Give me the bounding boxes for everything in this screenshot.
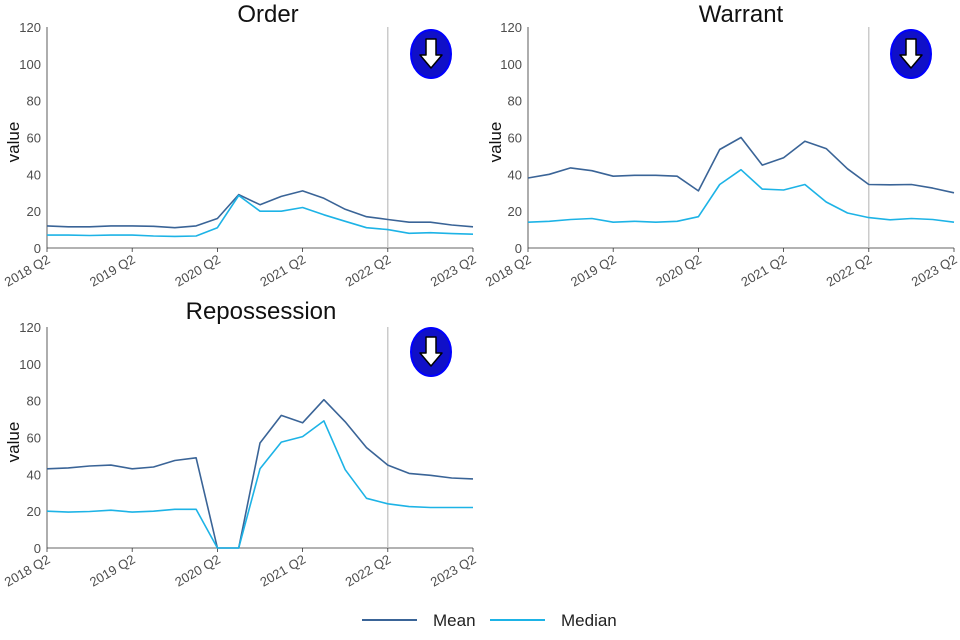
panel-title-repossession: Repossession bbox=[186, 298, 337, 325]
x-tick-label: 2021 Q2 bbox=[257, 252, 308, 290]
panel-order: Order value 0 20 40 60 80 100 120 2018 Q2 2019 Q2 2… bbox=[2, 1, 479, 290]
y-tick-label: 120 bbox=[19, 20, 41, 35]
series-line-median bbox=[47, 194, 474, 238]
panel-repossession: Repossession value 0 20 40 60 80 100 120 2018 Q2 2… bbox=[2, 298, 479, 590]
x-tick-label: 2020 Q2 bbox=[172, 252, 223, 290]
y-tick-label: 20 bbox=[27, 204, 41, 219]
x-tick-label: 2020 Q2 bbox=[172, 552, 223, 590]
panel-title-order: Order bbox=[237, 1, 298, 28]
y-tick-label: 80 bbox=[27, 94, 41, 109]
x-tick-label: 2018 Q2 bbox=[483, 252, 534, 290]
x-tick-label: 2019 Q2 bbox=[568, 252, 619, 290]
panel-warrant: Warrant value 0 20 40 60 80 100 120 2018 Q2 2019 Q… bbox=[483, 1, 960, 290]
down-arrow-icon bbox=[410, 29, 452, 79]
y-tick-label: 40 bbox=[27, 467, 41, 482]
x-tick-label: 2022 Q2 bbox=[343, 552, 394, 590]
y-axis-label-order: value bbox=[4, 122, 23, 163]
down-arrow-icon bbox=[890, 29, 932, 79]
down-arrow-icon bbox=[410, 327, 452, 377]
series-line-mean bbox=[46, 190, 474, 229]
x-tick-label: 2023 Q2 bbox=[909, 252, 960, 290]
y-tick-label: 80 bbox=[27, 394, 41, 409]
x-tick-label: 2020 Q2 bbox=[653, 252, 704, 290]
badge-arrow bbox=[419, 38, 443, 69]
x-tick-label: 2018 Q2 bbox=[2, 252, 53, 290]
y-tick-label: 0 bbox=[34, 241, 41, 256]
x-tick-label: 2022 Q2 bbox=[343, 252, 394, 290]
y-axis-label-warrant: value bbox=[486, 122, 505, 163]
y-tick-label: 20 bbox=[27, 504, 41, 519]
y-tick-label: 40 bbox=[27, 167, 41, 182]
x-tick-label: 2018 Q2 bbox=[2, 552, 53, 590]
x-tick-label: 2021 Q2 bbox=[257, 552, 308, 590]
chart-legend: Mean Median bbox=[362, 611, 617, 630]
y-tick-label: 100 bbox=[500, 57, 522, 72]
y-tick-label: 0 bbox=[34, 541, 41, 556]
badge-arrow bbox=[419, 336, 443, 367]
series-line-mean bbox=[46, 398, 474, 549]
y-tick-label: 80 bbox=[508, 94, 522, 109]
panel-title-warrant: Warrant bbox=[699, 1, 784, 28]
y-tick-label: 120 bbox=[500, 20, 522, 35]
badge-arrow bbox=[899, 38, 923, 69]
x-tick-label: 2023 Q2 bbox=[428, 252, 479, 290]
series-line-median bbox=[46, 420, 473, 549]
y-tick-label: 100 bbox=[19, 357, 41, 372]
y-tick-label: 60 bbox=[508, 131, 522, 146]
y-tick-label: 120 bbox=[19, 320, 41, 335]
x-tick-label: 2019 Q2 bbox=[87, 552, 138, 590]
y-tick-label: 60 bbox=[27, 431, 41, 446]
y-tick-label: 20 bbox=[508, 204, 522, 219]
x-tick-label: 2023 Q2 bbox=[428, 552, 479, 590]
x-tick-label: 2019 Q2 bbox=[87, 252, 138, 290]
legend-mean-label: Mean bbox=[433, 611, 476, 630]
legend-median-label: Median bbox=[561, 611, 617, 630]
x-tick-label: 2022 Q2 bbox=[824, 252, 875, 290]
y-tick-label: 100 bbox=[19, 57, 41, 72]
x-tick-label: 2021 Q2 bbox=[738, 252, 789, 290]
y-tick-label: 40 bbox=[508, 167, 522, 182]
y-tick-label: 60 bbox=[27, 131, 41, 146]
series-line-median bbox=[527, 168, 955, 223]
y-tick-label: 0 bbox=[515, 241, 522, 256]
y-axis-label-repossession: value bbox=[4, 422, 23, 463]
series-line-mean bbox=[527, 136, 955, 194]
